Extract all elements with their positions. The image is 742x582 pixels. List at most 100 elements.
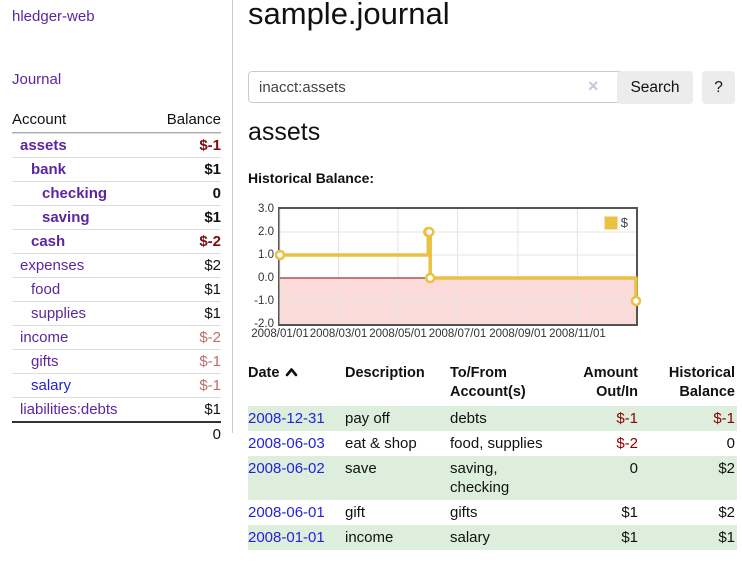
- account-row-cash: cash $-2: [12, 229, 221, 253]
- account-balance: $-1: [199, 353, 221, 370]
- account-row-assets: assets $-1: [12, 133, 221, 157]
- register-table: Date Description To/From Account(s) Amou…: [248, 362, 737, 550]
- register-row: 2008-06-02 save saving, checking 0 $2: [248, 456, 737, 500]
- account-row-liabilities-debts: liabilities:debts $1: [12, 397, 221, 421]
- transaction-date-link[interactable]: 2008-12-31: [248, 410, 325, 427]
- y-tick-label: 0.0: [258, 272, 274, 284]
- transaction-amount: $-2: [616, 435, 638, 452]
- help-button[interactable]: ?: [702, 71, 735, 104]
- account-balance: $-2: [199, 329, 221, 346]
- register-row: 2008-12-31 pay off debts $-1 $-1: [248, 406, 737, 431]
- account-balance: $1: [204, 209, 221, 226]
- account-link-bank[interactable]: bank: [31, 161, 67, 178]
- register-row: 2008-01-01 income salary $1 $1: [248, 525, 737, 550]
- account-link-food[interactable]: food: [31, 281, 61, 298]
- account-link-liabilities-debts[interactable]: liabilities:debts: [20, 401, 118, 418]
- register-header-row: Date Description To/From Account(s) Amou…: [248, 362, 737, 406]
- account-link-income[interactable]: income: [20, 329, 69, 346]
- account-balance: $1: [204, 401, 221, 418]
- y-tick-label: 2.0: [258, 226, 274, 238]
- account-link-expenses[interactable]: expenses: [20, 257, 85, 274]
- legend-swatch: [603, 215, 618, 230]
- account-link-supplies[interactable]: supplies: [31, 305, 87, 322]
- transaction-amount: $-1: [570, 406, 640, 431]
- account-row-salary: salary $-1: [12, 373, 221, 397]
- transaction-accounts: saving, checking: [450, 456, 570, 500]
- account-link-salary[interactable]: salary: [31, 377, 72, 394]
- column-header-description[interactable]: Description: [345, 365, 425, 381]
- transaction-description: income: [345, 525, 450, 550]
- account-row-expenses: expenses $2: [12, 253, 221, 277]
- account-link-assets[interactable]: assets: [20, 137, 67, 154]
- transaction-date-link[interactable]: 2008-06-03: [248, 435, 325, 452]
- account-balance: $-2: [199, 233, 221, 250]
- transaction-description: eat & shop: [345, 435, 417, 452]
- accounts-header-balance: Balance: [166, 111, 221, 128]
- accounts-total-row: 0: [12, 421, 221, 446]
- y-tick-label: -1.0: [254, 295, 274, 307]
- account-link-checking[interactable]: checking: [42, 185, 108, 202]
- transaction-date-link[interactable]: 2008-01-01: [248, 529, 325, 546]
- chart-legend: $: [601, 214, 630, 231]
- transaction-amount: 0: [570, 456, 640, 500]
- transaction-description: gift: [345, 504, 366, 521]
- chart-canvas: [274, 209, 642, 324]
- account-balance: $-1: [199, 137, 221, 154]
- account-row-checking: checking 0: [12, 181, 221, 205]
- y-tick-label: 3.0: [258, 203, 274, 215]
- page-title: sample.journal: [248, 0, 450, 31]
- account-balance: $1: [204, 281, 221, 298]
- app-title-link[interactable]: hledger-web: [12, 8, 95, 25]
- account-balance: $1: [204, 161, 221, 178]
- account-link-cash[interactable]: cash: [31, 233, 66, 250]
- x-tick-label: 2008/03/01: [309, 328, 368, 340]
- column-header-date[interactable]: Date: [248, 362, 345, 406]
- transaction-description: save: [345, 456, 450, 500]
- account-balance: $2: [204, 257, 221, 274]
- x-tick-label: 2008/09/01: [489, 328, 547, 340]
- chart-plot-area[interactable]: $: [274, 207, 642, 326]
- transaction-date-link[interactable]: 2008-06-02: [248, 460, 325, 477]
- x-tick-label: 2008/05/01: [369, 328, 427, 340]
- transaction-date-link[interactable]: 2008-06-01: [248, 504, 325, 521]
- y-tick-label: -2.0: [254, 318, 274, 330]
- transaction-balance: $-1: [640, 406, 737, 431]
- column-header-amount[interactable]: Amount Out/In: [583, 365, 638, 400]
- account-row-gifts: gifts $-1: [12, 349, 221, 373]
- account-row-bank: bank $1: [12, 157, 221, 181]
- transaction-accounts: gifts: [450, 504, 478, 521]
- x-tick-label: 2008/01/01: [251, 328, 309, 340]
- column-header-accounts[interactable]: To/From Account(s): [450, 365, 526, 400]
- sort-ascending-icon: [285, 364, 298, 383]
- accounts-header-account: Account: [12, 111, 67, 128]
- account-row-supplies: supplies $1: [12, 301, 221, 325]
- accounts-tree: Account Balance assets $-1 bank $1 check…: [12, 108, 221, 446]
- y-tick-label: 1.0: [258, 249, 274, 261]
- legend-label: $: [620, 215, 628, 230]
- accounts-tree-header: Account Balance: [12, 108, 221, 133]
- account-link-saving[interactable]: saving: [42, 209, 90, 226]
- search-button[interactable]: Search: [617, 71, 693, 104]
- account-page-title: assets: [248, 118, 321, 146]
- register-row: 2008-06-03 eat & shop food, supplies $-2…: [248, 431, 737, 456]
- column-header-balance[interactable]: Historical Balance: [668, 365, 735, 400]
- sidebar: hledger-web Journal Account Balance asse…: [0, 0, 233, 443]
- chart-title: Historical Balance:: [248, 170, 375, 186]
- search-input[interactable]: [248, 71, 638, 103]
- x-tick-label: 2008/07/01: [428, 328, 487, 340]
- transaction-accounts: debts: [450, 406, 570, 431]
- transaction-balance: $1: [640, 525, 737, 550]
- x-tick-label: 2008/11/01: [549, 328, 606, 340]
- account-row-food: food $1: [12, 277, 221, 301]
- accounts-total-value: 0: [212, 426, 221, 443]
- clear-search-icon[interactable]: ×: [588, 76, 599, 96]
- account-balance: $1: [204, 305, 221, 322]
- account-link-gifts[interactable]: gifts: [31, 353, 59, 370]
- account-row-income: income $-2: [12, 325, 221, 349]
- account-balance: 0: [212, 185, 221, 202]
- transaction-amount: $1: [570, 525, 640, 550]
- historical-balance-chart: $ 3.0 2.0 1.0 0.0 -1.0 -2.0 2008/01/01 2008/03…: [248, 200, 648, 348]
- sidebar-item-journal[interactable]: Journal: [12, 71, 62, 88]
- account-balance: $-1: [199, 377, 221, 394]
- register-row: 2008-06-01 gift gifts $1 $2: [248, 500, 737, 525]
